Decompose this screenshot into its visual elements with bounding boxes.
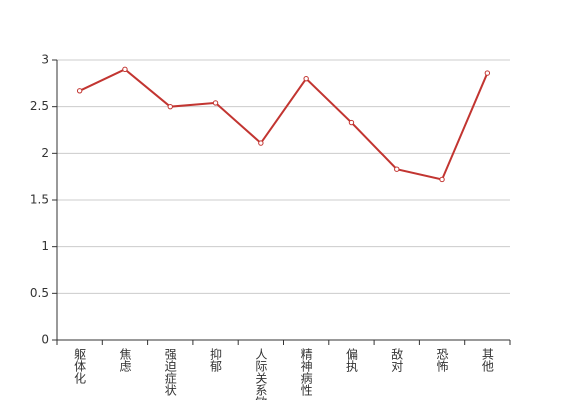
- point: [167, 103, 173, 110]
- y-tick-label: 3: [41, 53, 49, 67]
- x-tick-label: 抑郁: [209, 347, 223, 373]
- point: [76, 88, 83, 94]
- x-tick-label: 其他: [480, 348, 494, 372]
- point: [484, 70, 491, 76]
- point: [212, 100, 219, 106]
- y-tick-label: 2: [41, 146, 49, 160]
- point: [303, 75, 309, 82]
- x-tick-label: 焦虑: [118, 348, 132, 372]
- x-tick-label: 敌对: [390, 347, 404, 372]
- line: [79, 68, 489, 181]
- point: [258, 140, 264, 146]
- y-tick-label: 0.5: [30, 286, 49, 300]
- y-tick-label: 1: [41, 239, 49, 253]
- x-tick-label: 恐怖: [435, 348, 449, 372]
- point: [122, 66, 128, 73]
- x-tick-label: 精神病性: [299, 348, 313, 397]
- point: [348, 119, 355, 126]
- point: [394, 166, 400, 172]
- x-tick-label: 人际关系敏感: [254, 348, 268, 400]
- x-tick-label: 强迫症状: [163, 348, 177, 396]
- point: [439, 176, 445, 183]
- y-tick-label: 1.5: [30, 193, 49, 207]
- y-tick-label: 0: [41, 333, 49, 347]
- x-tick-label: 躯体化: [73, 347, 87, 385]
- x-tick-label: 偏执: [344, 347, 358, 373]
- y-tick-label: 2.5: [30, 99, 49, 113]
